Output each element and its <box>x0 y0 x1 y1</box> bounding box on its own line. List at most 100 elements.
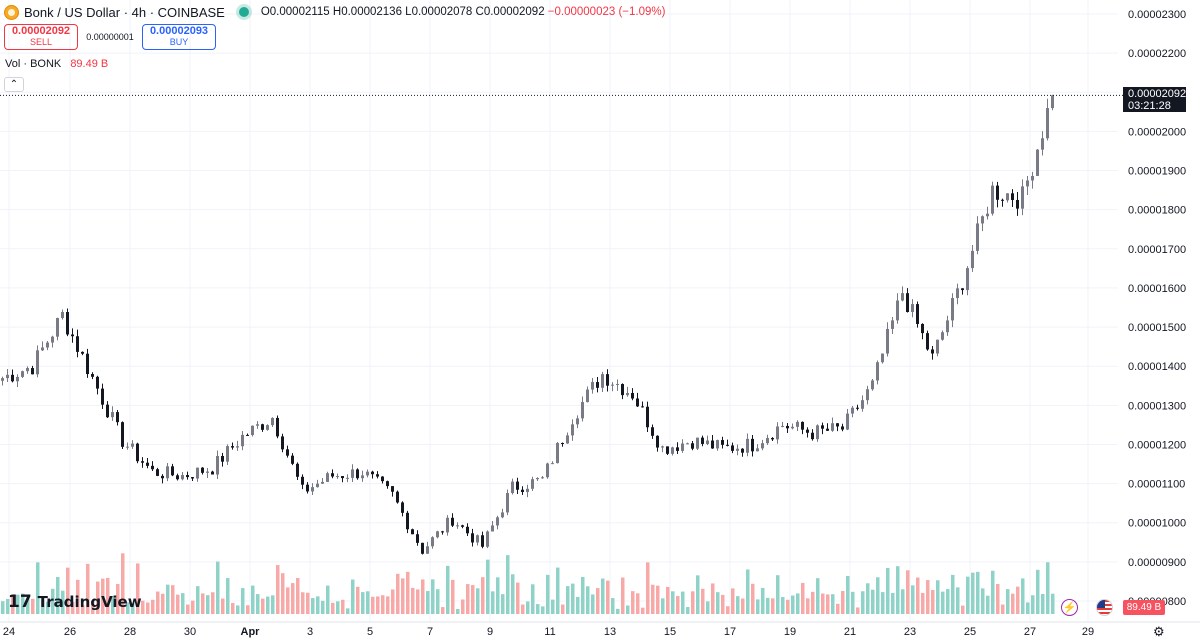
volume-bar <box>186 604 190 614</box>
volume-bar <box>546 574 550 614</box>
volume-bar <box>906 570 910 614</box>
volume-bar <box>356 586 360 614</box>
tradingview-logo[interactable]: 17 TradingView <box>8 592 142 612</box>
candle-body <box>221 455 224 462</box>
trade-panel: 0.00002092 SELL 0.00000001 0.00002093 BU… <box>4 24 216 50</box>
volume-bar <box>601 578 605 614</box>
sell-button[interactable]: 0.00002092 SELL <box>4 24 78 50</box>
candle-body <box>356 469 359 479</box>
volume-bar <box>381 595 385 614</box>
ohlc-open: O0.00002115 <box>260 6 330 18</box>
volume-legend-label: Vol · BONK <box>5 58 62 70</box>
volume-bar <box>686 607 690 614</box>
symbol-header: Bonk / US Dollar · 4h · COINBASE O0.0000… <box>4 3 665 21</box>
candle-body <box>446 517 449 533</box>
candle-body <box>751 438 754 452</box>
volume-legend[interactable]: Vol · BONK 89.49 B <box>5 58 108 70</box>
collapse-legend-button[interactable]: ⌃ <box>4 77 24 92</box>
candle-body <box>571 424 574 436</box>
volume-bar <box>1046 562 1050 614</box>
candle-body <box>676 447 679 451</box>
candle-body <box>786 425 789 429</box>
candle-body <box>696 437 699 449</box>
us-flag-icon[interactable] <box>1096 599 1113 616</box>
volume-bar <box>1 601 5 614</box>
volume-bar <box>86 563 90 614</box>
candle-body <box>941 332 944 340</box>
candle-body <box>176 475 179 480</box>
y-tick-label: 0.00001100 <box>1128 479 1185 491</box>
volume-bar <box>131 602 135 614</box>
candle-body <box>46 342 49 348</box>
volume-bar <box>616 608 620 614</box>
volume-bar <box>421 579 425 614</box>
candle-body <box>1 378 4 381</box>
buy-button[interactable]: 0.00002093 BUY <box>142 24 216 50</box>
volume-bar <box>806 598 810 614</box>
volume-bar <box>921 592 925 614</box>
candle-body <box>306 484 309 492</box>
candle-body <box>206 471 209 473</box>
candle-body <box>251 425 254 436</box>
bolt-icon[interactable]: ⚡ <box>1061 599 1078 616</box>
candle-body <box>656 435 659 448</box>
symbol-title[interactable]: Bonk / US Dollar · 4h · COINBASE <box>24 4 225 20</box>
candle-body <box>231 446 234 448</box>
volume-bar <box>651 584 655 614</box>
gear-icon[interactable]: ⚙ <box>1153 624 1165 639</box>
candle-body <box>556 442 559 464</box>
x-tick-label: 5 <box>367 626 373 638</box>
volume-bar <box>916 577 920 614</box>
candle-body <box>66 312 69 335</box>
y-tick-label: 0.00001800 <box>1128 205 1186 217</box>
volume-bar <box>491 591 495 614</box>
candle-body <box>531 479 534 489</box>
volume-bar <box>496 577 500 614</box>
volume-bar <box>766 597 770 614</box>
volume-bar <box>481 577 485 614</box>
volume-bar <box>801 582 805 614</box>
candle-body <box>796 421 799 427</box>
candle-body <box>771 437 774 440</box>
candle-body <box>711 440 714 449</box>
volume-bar <box>586 586 590 614</box>
volume-bar <box>431 579 435 614</box>
candle-body <box>291 455 294 464</box>
volume-bar <box>596 588 600 614</box>
volume-bar <box>331 602 335 614</box>
candle-body <box>956 288 959 299</box>
candle-body <box>641 406 644 408</box>
volume-bar <box>456 609 460 614</box>
market-open-icon <box>238 7 249 17</box>
candle-body <box>16 376 19 382</box>
volume-bar <box>741 598 745 614</box>
bar-countdown: 03:21:28 <box>1128 100 1171 112</box>
last-price-value: 0.00002092 <box>1128 88 1187 100</box>
candle-body <box>286 449 289 456</box>
candle-body <box>816 425 819 440</box>
candle-body <box>801 421 804 430</box>
buy-label: BUY <box>169 37 189 47</box>
candle-body <box>321 481 324 484</box>
volume-bar <box>411 587 415 614</box>
volume-bar <box>396 573 400 614</box>
candle-body <box>561 442 564 444</box>
candle-body <box>421 542 424 554</box>
candle-body <box>836 423 839 427</box>
candle-body <box>481 535 484 547</box>
x-tick-label: 7 <box>427 626 433 638</box>
volume-bar <box>726 606 730 614</box>
volume-bar <box>886 567 890 614</box>
candle-body <box>56 317 59 337</box>
candle-body <box>366 471 369 476</box>
candle-body <box>101 388 104 405</box>
time-axis[interactable]: 24 26 28 30 Apr 3 5 7 9 11 13 15 17 19 21 23 25 27 29 <box>0 621 1200 638</box>
candle-body <box>961 288 964 291</box>
volume-bar <box>211 592 215 614</box>
candle-body <box>256 424 259 426</box>
x-tick-label: 21 <box>844 626 856 638</box>
volume-bar <box>931 590 935 614</box>
volume-bar <box>871 589 875 614</box>
candle-body <box>616 384 619 386</box>
